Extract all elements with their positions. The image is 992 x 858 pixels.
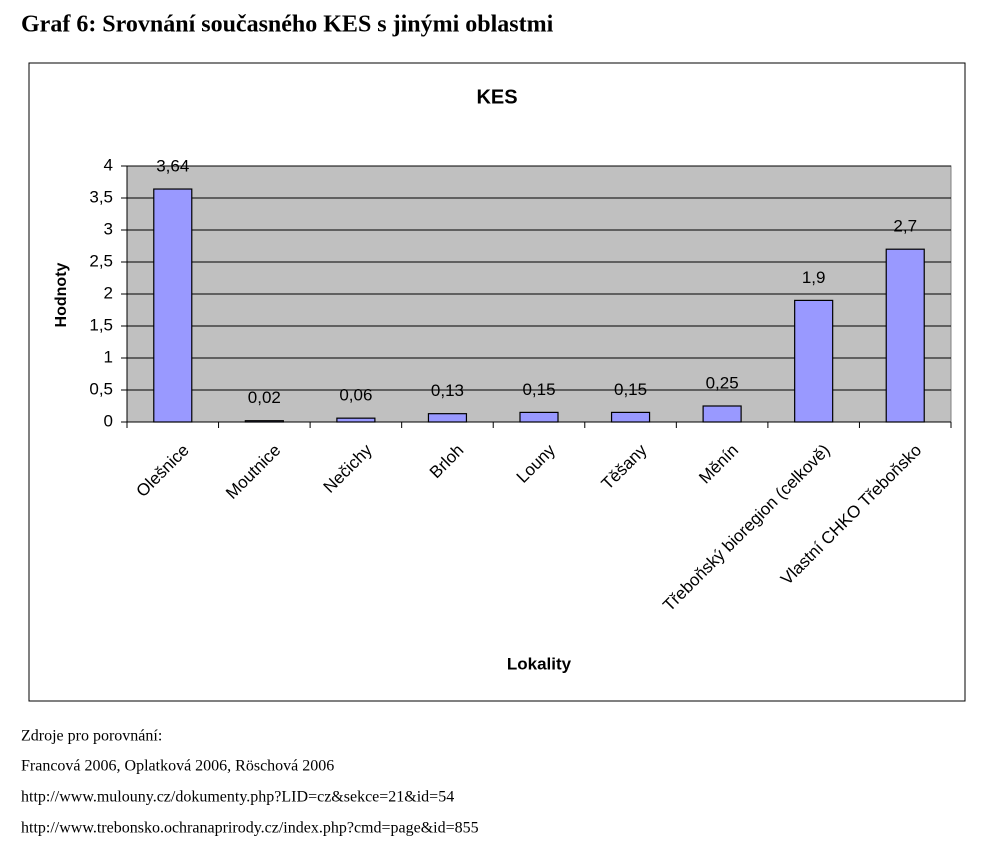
bar — [885, 248, 925, 423]
source-line: Zdroje pro porovnání: — [21, 728, 162, 745]
value-label: 2,7 — [893, 217, 917, 236]
bar — [794, 299, 834, 423]
y-tick-label: 2 — [104, 283, 113, 302]
bar — [610, 411, 651, 423]
y-tick-label: 1,5 — [89, 315, 113, 334]
y-axis-title: Hodnoty — [53, 262, 70, 327]
source-line: http://www.mulouny.cz/dokumenty.php?LID=… — [21, 789, 454, 806]
value-label: 0,15 — [614, 380, 647, 399]
value-label: 0,06 — [339, 386, 372, 405]
y-tick-label: 4 — [104, 155, 113, 174]
y-tick-label: 1 — [104, 347, 113, 366]
sources: Zdroje pro porovnání: Francová 2006, Opl… — [21, 728, 479, 837]
page-title: Graf 6: Srovnání současného KES s jinými… — [21, 12, 554, 38]
value-label: 0,02 — [248, 388, 281, 407]
value-label: 0,15 — [522, 380, 555, 399]
y-tick-label: 0,5 — [89, 379, 113, 398]
bar — [153, 188, 193, 423]
y-tick-label: 3 — [104, 219, 113, 238]
source-line: Francová 2006, Oplatková 2006, Röschová … — [21, 758, 334, 775]
value-label: 1,9 — [802, 268, 826, 287]
bar — [336, 417, 376, 423]
bar — [702, 405, 742, 423]
chart-title: KES — [476, 86, 517, 108]
x-axis-title: Lokality — [507, 654, 572, 673]
source-line: http://www.trebonsko.ochranaprirody.cz/i… — [21, 820, 479, 837]
y-tick-label: 3,5 — [89, 187, 113, 206]
value-label: 3,64 — [156, 157, 189, 176]
bar — [519, 411, 559, 423]
value-label: 0,25 — [706, 373, 739, 392]
value-label: 0,13 — [431, 381, 464, 400]
bar — [244, 420, 284, 423]
y-tick-label: 0 — [104, 411, 113, 430]
bar — [427, 413, 468, 423]
y-tick-label: 2,5 — [89, 251, 113, 270]
